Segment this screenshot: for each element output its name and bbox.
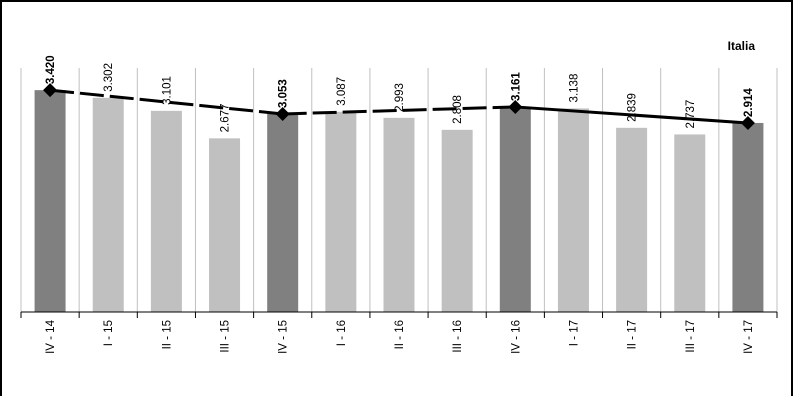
tick-label: IV - 17 — [743, 320, 755, 354]
bar-iii-17 — [674, 134, 706, 312]
bar-ii-15 — [150, 110, 182, 312]
x-axis: IV - 14 I - 15 II - 15 III - 15 IV - 15 I - 1… — [20, 311, 778, 354]
bar-iv-17 — [732, 122, 764, 312]
trend-marker — [740, 115, 755, 130]
value-label: 3.101 — [161, 76, 173, 105]
trend-line-segment — [282, 105, 516, 116]
bar-iii-15 — [209, 138, 241, 312]
tick-label: IV - 15 — [278, 320, 290, 354]
tick-label: III - 15 — [220, 320, 232, 353]
tick-label: II - 15 — [161, 320, 173, 349]
value-label: 2.677 — [220, 104, 232, 133]
value-label: 3.053 — [278, 79, 290, 108]
series-name-label: Italia — [728, 39, 756, 53]
trend-line-layer — [43, 83, 755, 130]
tick-label: I - 15 — [103, 320, 115, 346]
tick-label: I - 17 — [568, 320, 580, 346]
tick-label: III - 16 — [452, 320, 464, 353]
value-label: 3.302 — [103, 63, 115, 92]
trend-marker — [508, 99, 523, 114]
value-label: 3.420 — [45, 55, 57, 84]
tick-label: II - 17 — [627, 320, 639, 349]
value-label: 2.808 — [452, 95, 464, 124]
tick-label: IV - 16 — [510, 320, 522, 354]
trend-marker — [275, 106, 290, 121]
bar-i-15 — [92, 97, 124, 312]
bar-iv-14 — [34, 90, 66, 312]
grid-layer — [20, 68, 778, 312]
bar-iv-16 — [499, 106, 531, 313]
tick-label: IV - 14 — [45, 319, 57, 353]
bar-ii-17 — [616, 127, 648, 312]
tick-label: II - 16 — [394, 320, 406, 349]
value-label: 2.737 — [685, 100, 697, 129]
value-label: 2.914 — [743, 88, 755, 117]
bar-layer — [34, 90, 764, 313]
value-label-layer: 3.420 3.302 3.101 2.677 3.053 3.087 2.993 2.808… — [45, 55, 755, 132]
trend-line-segment — [49, 88, 283, 116]
tick-label: I - 16 — [336, 320, 348, 346]
value-label: 2.993 — [394, 83, 406, 112]
value-label: 3.138 — [568, 74, 580, 103]
trend-line-segment — [515, 105, 749, 125]
bar-iv-15 — [267, 113, 299, 312]
value-label: 2.839 — [627, 93, 639, 122]
bar-i-17 — [557, 108, 589, 312]
trend-marker — [43, 83, 58, 98]
value-label: 3.087 — [336, 77, 348, 106]
bar-ii-16 — [383, 117, 415, 312]
bar-iii-16 — [441, 129, 473, 312]
value-label: 3.161 — [510, 72, 522, 101]
tick-label: III - 17 — [685, 320, 697, 353]
bar-i-16 — [325, 111, 357, 312]
